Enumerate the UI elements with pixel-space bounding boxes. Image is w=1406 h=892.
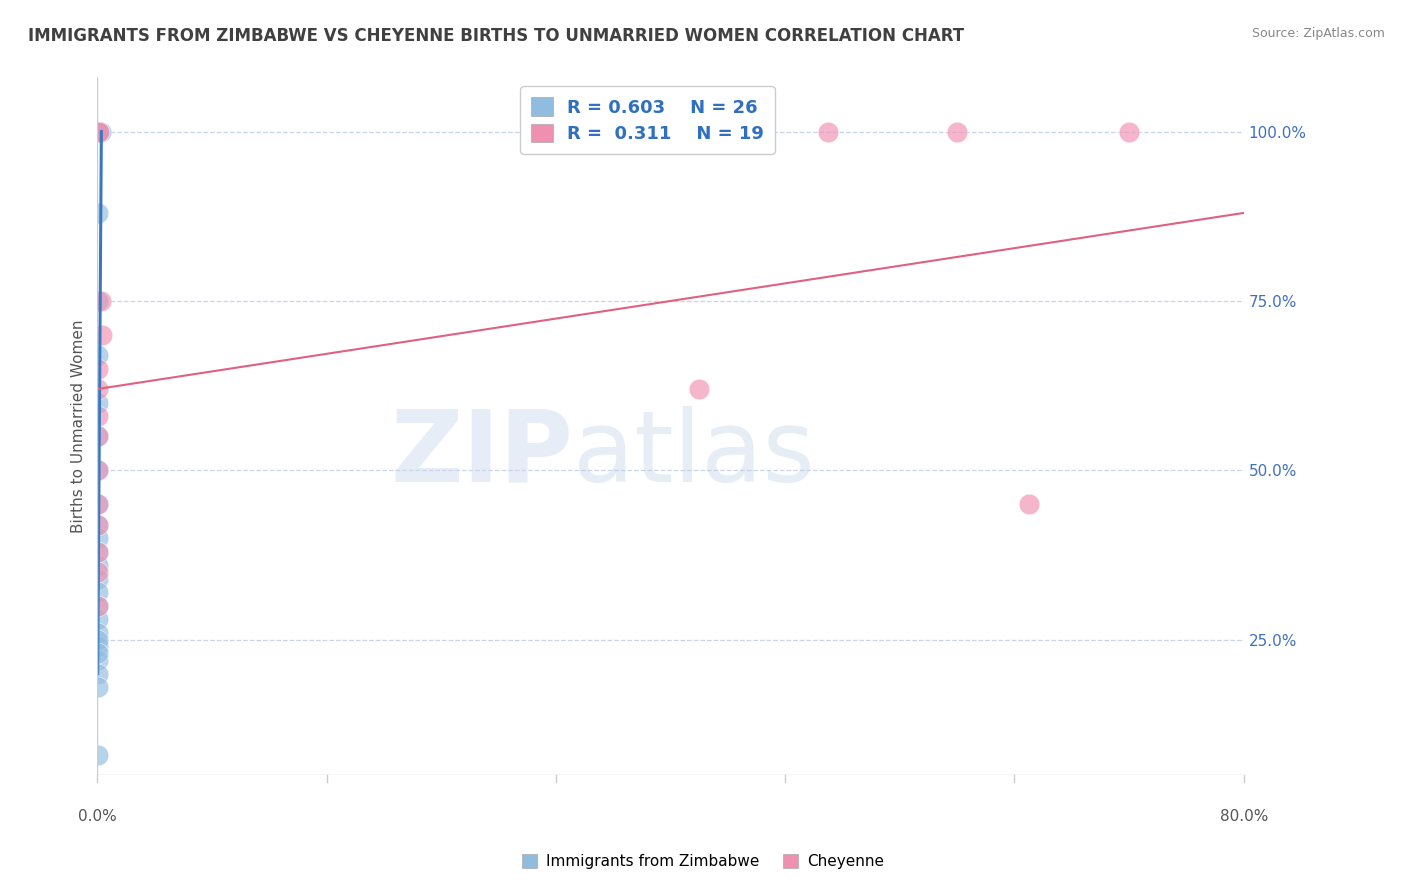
Point <box>87 640 110 654</box>
Point <box>87 544 110 558</box>
Text: IMMIGRANTS FROM ZIMBABWE VS CHEYENNE BIRTHS TO UNMARRIED WOMEN CORRELATION CHART: IMMIGRANTS FROM ZIMBABWE VS CHEYENNE BIR… <box>28 27 965 45</box>
Point <box>86 680 108 694</box>
Text: Source: ZipAtlas.com: Source: ZipAtlas.com <box>1251 27 1385 40</box>
Text: ZIP: ZIP <box>391 406 574 503</box>
Point <box>87 429 110 443</box>
Point <box>87 558 110 573</box>
Text: 0.0%: 0.0% <box>77 809 117 824</box>
Y-axis label: Births to Unmarried Women: Births to Unmarried Women <box>72 319 86 533</box>
Point <box>87 599 110 613</box>
Point <box>87 348 110 362</box>
Point <box>86 747 108 762</box>
Legend: R = 0.603    N = 26, R =  0.311    N = 19: R = 0.603 N = 26, R = 0.311 N = 19 <box>520 87 775 154</box>
Point <box>946 125 969 139</box>
Point <box>87 646 110 660</box>
Point <box>89 125 111 139</box>
Point <box>87 626 110 640</box>
Point <box>87 382 110 396</box>
Point <box>87 612 110 626</box>
Point <box>87 125 110 139</box>
Point <box>1118 125 1140 139</box>
Point <box>87 463 110 477</box>
Point <box>90 293 112 308</box>
Text: 80.0%: 80.0% <box>1219 809 1268 824</box>
Point <box>87 429 110 443</box>
Point <box>86 293 108 308</box>
Point <box>87 531 110 545</box>
Point <box>87 599 110 613</box>
Point <box>87 125 110 139</box>
Point <box>87 361 110 376</box>
Legend: Immigrants from Zimbabwe, Cheyenne: Immigrants from Zimbabwe, Cheyenne <box>516 848 890 875</box>
Point <box>87 409 110 424</box>
Point <box>87 572 110 586</box>
Point <box>87 544 110 558</box>
Point <box>817 125 839 139</box>
Point <box>87 206 110 220</box>
Point <box>87 125 110 139</box>
Point <box>87 517 110 532</box>
Point <box>90 327 112 342</box>
Point <box>87 585 110 599</box>
Point <box>87 497 110 511</box>
Point <box>688 382 710 396</box>
Point <box>87 517 110 532</box>
Point <box>87 666 110 681</box>
Point <box>87 463 110 477</box>
Point <box>87 565 110 579</box>
Point <box>87 497 110 511</box>
Point <box>90 125 112 139</box>
Point <box>86 632 108 647</box>
Point <box>87 653 110 667</box>
Point <box>87 395 110 409</box>
Text: atlas: atlas <box>574 406 814 503</box>
Point <box>1018 497 1040 511</box>
